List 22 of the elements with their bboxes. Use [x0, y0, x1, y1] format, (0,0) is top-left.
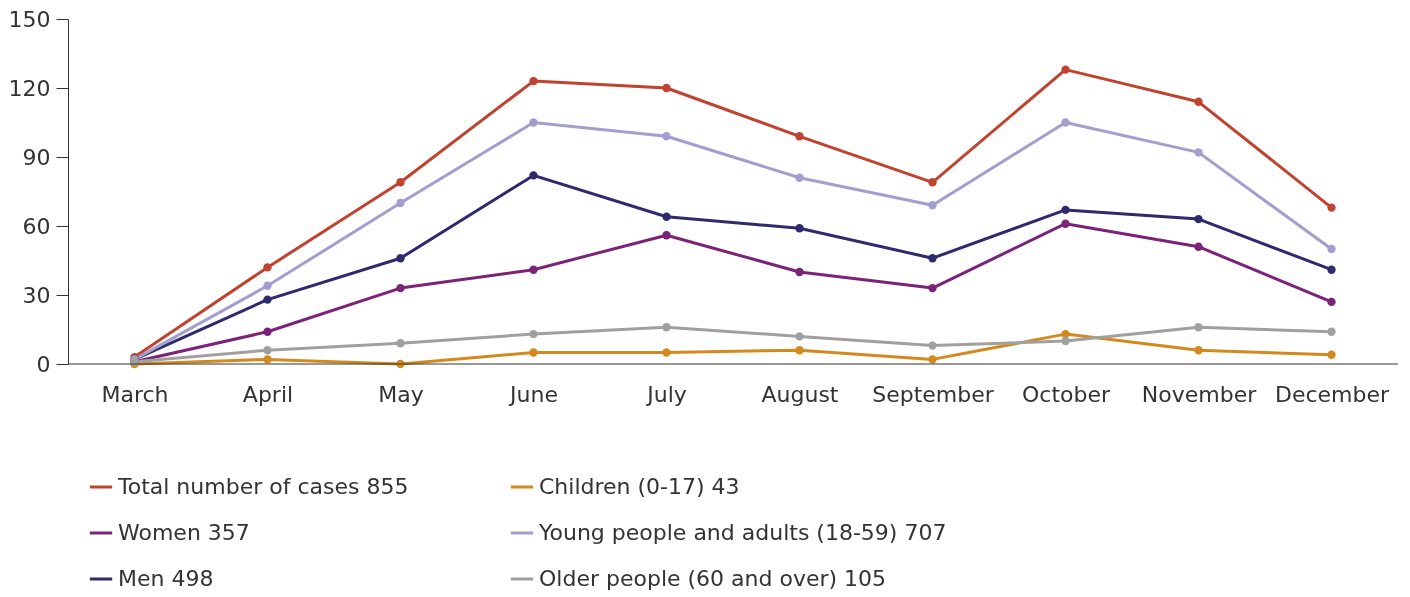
x-tick-label: June: [508, 381, 558, 407]
x-tick-label: November: [1141, 381, 1258, 407]
y-tick-label: 30: [22, 282, 51, 308]
x-tick-label: July: [645, 381, 687, 407]
y-tick-label: 60: [22, 213, 51, 239]
y-tick-label: 0: [36, 351, 51, 377]
legend-label: Women 357: [118, 520, 250, 545]
legend-label: Young people and adults (18-59) 707: [538, 520, 947, 545]
y-tick-label: 120: [8, 75, 51, 101]
y-tick-label: 90: [22, 144, 51, 170]
x-tick-label: May: [378, 381, 424, 407]
x-tick-label: March: [101, 381, 169, 407]
x-tick-label: April: [242, 381, 294, 407]
x-tick-label: October: [1021, 381, 1111, 407]
x-tick-label: September: [872, 381, 995, 407]
x-tick-label: August: [761, 381, 839, 407]
legend-label: Older people (60 and over) 105: [539, 566, 887, 591]
legend-label: Total number of cases 855: [117, 474, 409, 499]
x-tick-label: December: [1274, 381, 1390, 407]
y-tick-label: 150: [8, 6, 51, 32]
legend-label: Children (0-17) 43: [539, 474, 740, 499]
legend-label: Men 498: [118, 566, 214, 591]
